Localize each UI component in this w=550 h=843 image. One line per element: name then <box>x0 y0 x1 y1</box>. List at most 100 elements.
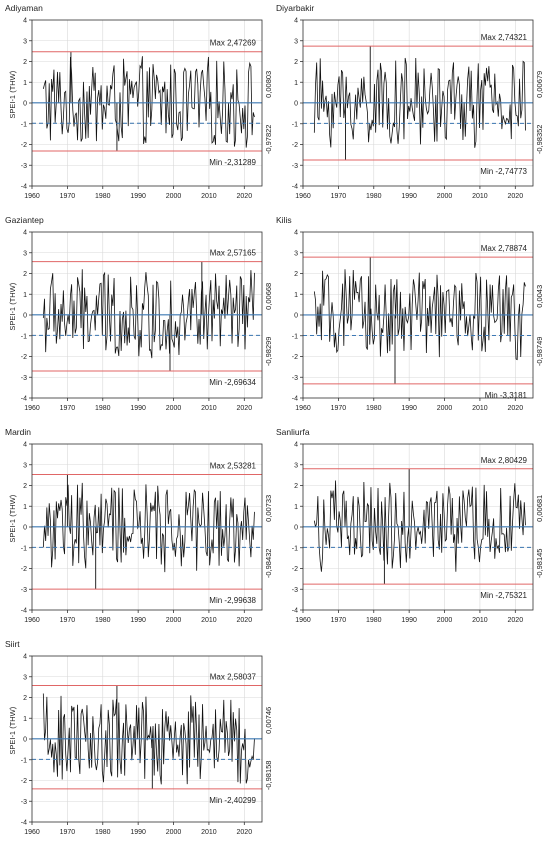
right-upper-label: 0,0043 <box>535 285 544 308</box>
panel-title: Sanliurfa <box>276 427 310 437</box>
x-tick-label: 1960 <box>295 617 311 624</box>
spei-series-line <box>42 482 255 573</box>
y-tick-label: 0 <box>294 525 298 532</box>
y-tick-label: 3 <box>294 38 298 45</box>
min-annotation: Min -2,74773 <box>480 167 527 176</box>
right-upper-label: 0,00733 <box>264 495 273 522</box>
x-tick-label: 1980 <box>95 617 111 624</box>
y-tick-label: -1 <box>292 121 298 128</box>
right-lower-label: -0,97822 <box>264 125 273 155</box>
y-tick-label: -1 <box>21 333 27 340</box>
x-tick-label: 2010 <box>201 617 217 624</box>
x-tick-label: 1960 <box>24 829 40 836</box>
y-axis-label: SPEI-1 (THW) <box>8 706 17 754</box>
x-tick-label: 1960 <box>24 405 40 412</box>
x-tick-label: 2020 <box>508 193 524 200</box>
y-tick-label: 4 <box>23 442 27 449</box>
y-tick-label: 1 <box>294 292 298 299</box>
y-tick-label: 4 <box>294 442 298 449</box>
x-tick-label: 2000 <box>437 617 453 624</box>
y-axis-label: SPEI-1 (THW) <box>8 70 17 118</box>
y-tick-label: 3 <box>23 38 27 45</box>
x-tick-label: 2010 <box>472 405 488 412</box>
right-upper-label: 0,00668 <box>264 283 273 310</box>
x-tick-label: 1980 <box>366 193 382 200</box>
x-tick-label: 2000 <box>166 405 182 412</box>
x-tick-label: 1970 <box>331 405 347 412</box>
y-tick-label: -1 <box>21 121 27 128</box>
right-lower-label: -0,98432 <box>264 549 273 579</box>
max-annotation: Max 2,47269 <box>210 39 257 48</box>
y-tick-label: 1 <box>294 80 298 87</box>
y-tick-label: 1 <box>23 80 27 87</box>
panel-title: Siirt <box>5 639 20 649</box>
chart-panel-5: 1960 1970 1980 1990 2000 2010 2020 -4 -3 -2 -1 0 1 2 3… <box>5 427 273 624</box>
panel-title: Gaziantep <box>5 215 44 225</box>
x-tick-label: 1960 <box>295 193 311 200</box>
y-tick-label: 3 <box>294 462 298 469</box>
chart-panel-3: 1960 1970 1980 1990 2000 2010 2020 -4 -3 -2 -1 0 1 2 3… <box>5 215 273 412</box>
y-tick-label: 2 <box>294 271 298 278</box>
spei-series-line <box>313 57 526 148</box>
spei-series-line <box>42 269 255 359</box>
y-tick-label: 0 <box>23 737 27 744</box>
y-tick-label: 2 <box>294 59 298 66</box>
panel-title: Adiyaman <box>5 3 43 13</box>
spei-series-line <box>42 693 255 785</box>
x-tick-label: 1990 <box>401 617 417 624</box>
y-tick-label: -4 <box>21 608 27 615</box>
x-tick-label: 1970 <box>60 193 76 200</box>
y-tick-label: -4 <box>21 184 27 191</box>
y-tick-label: 3 <box>23 250 27 257</box>
y-tick-label: 4 <box>294 230 298 237</box>
x-tick-label: 2010 <box>201 405 217 412</box>
chart-panel-6: 1960 1970 1980 1990 2000 2010 2020 -4 -3 -2 -1 0 1 2 3… <box>276 427 544 624</box>
y-tick-label: 2 <box>294 483 298 490</box>
x-tick-label: 1990 <box>130 617 146 624</box>
max-annotation: Max 2,57165 <box>210 249 257 258</box>
right-upper-label: 0,00746 <box>264 707 273 734</box>
x-tick-label: 1980 <box>366 405 382 412</box>
panel-title: Kilis <box>276 215 292 225</box>
y-tick-label: -4 <box>292 608 298 615</box>
x-tick-label: 2020 <box>237 829 253 836</box>
right-upper-label: 0,00681 <box>535 495 544 522</box>
y-tick-label: 4 <box>23 18 27 25</box>
y-tick-label: 0 <box>23 313 27 320</box>
x-tick-label: 2020 <box>237 193 253 200</box>
x-tick-label: 1990 <box>130 193 146 200</box>
y-tick-label: -3 <box>292 587 298 594</box>
y-tick-label: 0 <box>23 525 27 532</box>
y-tick-label: 1 <box>294 504 298 511</box>
x-tick-label: 2000 <box>166 193 182 200</box>
chart-panel-1: 1960 1970 1980 1990 2000 2010 2020 -4 -3 -2 -1 0 1 2 3… <box>5 3 273 200</box>
y-tick-label: -4 <box>21 396 27 403</box>
y-tick-label: -4 <box>292 184 298 191</box>
x-tick-label: 1970 <box>60 829 76 836</box>
min-annotation: Min -2,99638 <box>209 596 256 605</box>
y-tick-label: -2 <box>21 142 27 149</box>
y-tick-label: -2 <box>21 566 27 573</box>
panel-title: Diyarbakir <box>276 3 314 13</box>
x-tick-label: 2020 <box>237 405 253 412</box>
max-annotation: Max 2,53281 <box>210 461 257 470</box>
right-lower-label: -0,98158 <box>264 761 273 791</box>
x-tick-label: 2010 <box>472 617 488 624</box>
y-tick-label: -1 <box>21 757 27 764</box>
right-lower-label: -0,98352 <box>535 125 544 155</box>
max-annotation: Max 2,80429 <box>481 456 528 465</box>
x-tick-label: 1960 <box>295 405 311 412</box>
min-annotation: Min -2,40299 <box>209 796 256 805</box>
y-tick-label: -3 <box>292 163 298 170</box>
spei-series-line <box>313 480 526 572</box>
right-upper-label: 0,00803 <box>264 71 273 98</box>
max-annotation: Max 2,58037 <box>210 672 257 681</box>
x-tick-label: 1990 <box>401 193 417 200</box>
x-tick-label: 2010 <box>472 193 488 200</box>
y-axis-label: SPEI-1 (THW) <box>8 494 17 542</box>
y-tick-label: -3 <box>21 375 27 382</box>
y-tick-label: 2 <box>23 695 27 702</box>
y-tick-label: -1 <box>292 545 298 552</box>
y-tick-label: -3 <box>21 799 27 806</box>
